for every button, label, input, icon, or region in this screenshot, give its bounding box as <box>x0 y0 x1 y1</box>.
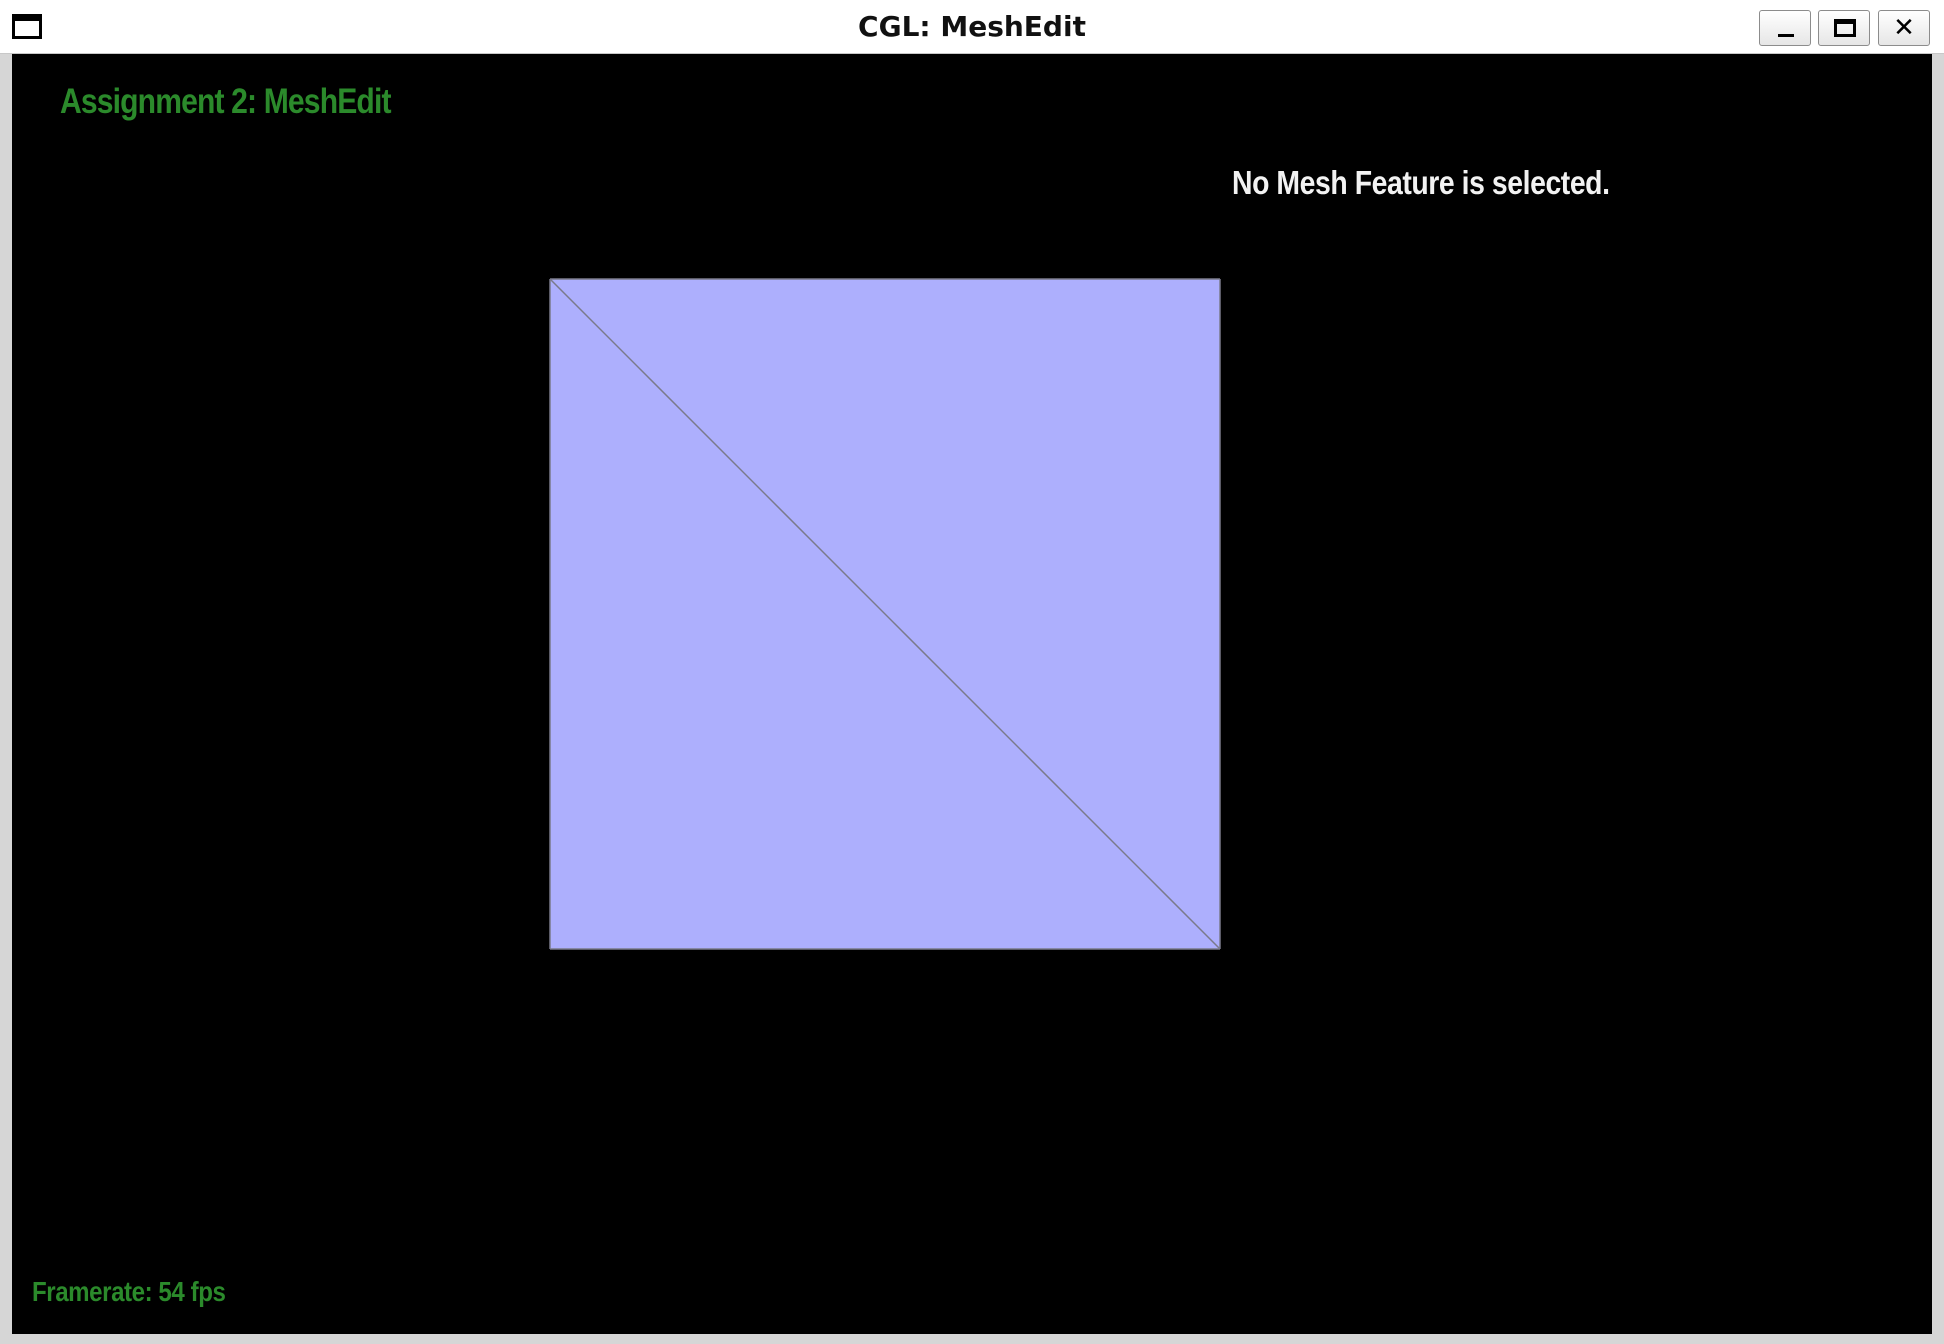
maximize-icon <box>1834 19 1856 37</box>
framerate-value: 54 <box>158 1276 185 1307</box>
framerate-readout: Framerate: 54 fps <box>32 1276 226 1308</box>
render-viewport[interactable]: Assignment 2: MeshEdit No Mesh Feature i… <box>12 54 1932 1334</box>
title-bar[interactable]: CGL: MeshEdit ✕ <box>0 0 1944 54</box>
mesh-edge-diagonal[interactable] <box>549 278 1221 950</box>
minimize-button[interactable] <box>1759 10 1811 46</box>
mesh-canvas[interactable] <box>12 54 1932 1334</box>
window-title: CGL: MeshEdit <box>858 10 1086 43</box>
close-button[interactable]: ✕ <box>1878 10 1930 46</box>
window-menu-icon[interactable] <box>12 14 42 39</box>
framerate-label: Framerate: <box>32 1276 153 1307</box>
framerate-unit: fps <box>190 1276 226 1307</box>
minimize-icon <box>1778 34 1794 37</box>
app-title: Assignment 2: MeshEdit <box>60 82 391 121</box>
maximize-button[interactable] <box>1818 10 1870 46</box>
selection-status: No Mesh Feature is selected. <box>1232 164 1610 201</box>
close-icon: ✕ <box>1893 13 1915 43</box>
